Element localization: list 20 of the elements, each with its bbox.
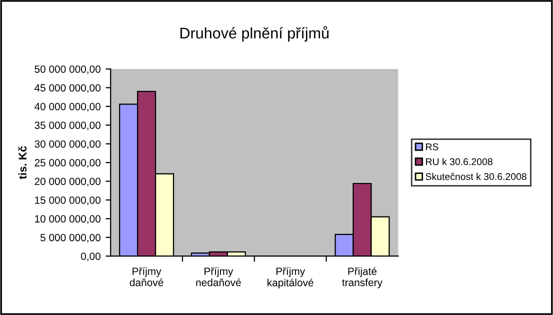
y-tick-label: 40 000 000,00 (34, 102, 100, 112)
y-tick-label: 50 000 000,00 (34, 65, 100, 74)
legend-label: RU k 30.6.2008 (426, 158, 492, 166)
y-tick-label: 35 000 000,00 (34, 122, 100, 130)
y-tick-label: 25 000 000,00 (34, 159, 100, 168)
x-tick-label: Přijaté transfery (342, 267, 382, 288)
y-tick-label: 20 000 000,00 (34, 178, 100, 186)
x-tick-label: Příjmy kapitálové (268, 267, 314, 288)
chart-title: Druhové plnění příjmů (180, 26, 329, 42)
x-tick-label: Příjmy nedaňové (196, 267, 241, 286)
y-tick-label: 45 000 000,00 (34, 84, 100, 93)
legend-label: RS (426, 143, 438, 150)
y-tick-label: 10 000 000,00 (35, 215, 100, 224)
y-tick-label: 30 000 000,00 (34, 140, 100, 149)
legend-label: Skutečnost k 30.6.2008 (426, 172, 526, 180)
y-tick-label: 5 000 000,00 (40, 234, 100, 242)
y-tick-label: 0,00 (81, 252, 100, 262)
x-tick-label: Příjmy daňové (130, 267, 164, 286)
y-tick-label: 15 000 000,00 (35, 196, 100, 206)
y-axis-title: tis. Kč (18, 146, 27, 180)
